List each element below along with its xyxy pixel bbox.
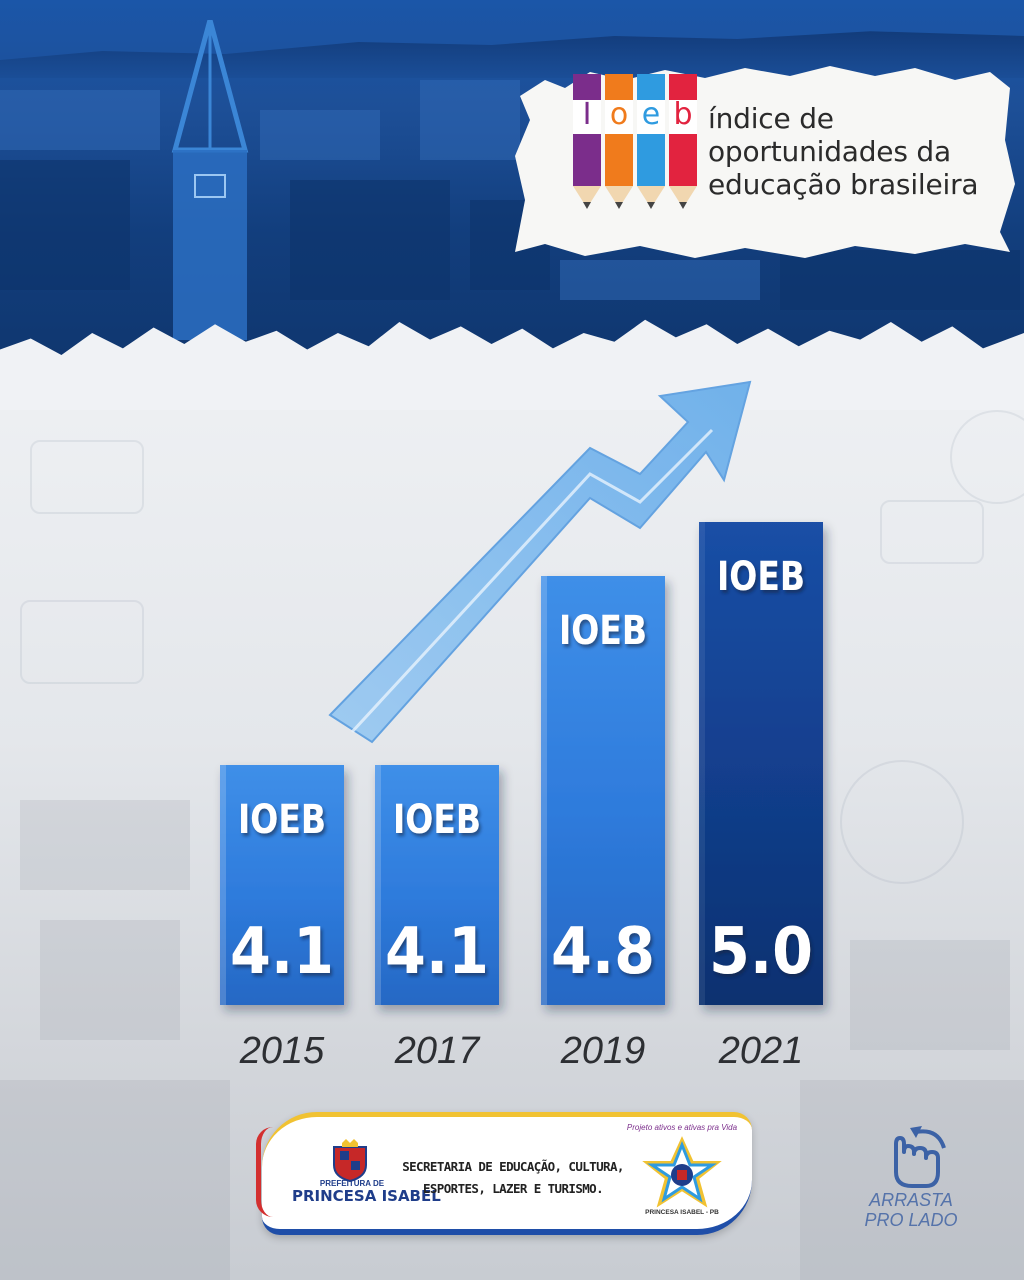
tagline-line: índice de [708, 102, 834, 135]
city-block [290, 180, 450, 300]
secretaria-star-logo-icon [642, 1136, 722, 1208]
bar-value-label: 4.1 [385, 915, 489, 989]
bar-2017: IOEB 4.1 [375, 765, 499, 1005]
swipe-hint-line: ARRASTA [869, 1190, 953, 1210]
city-block [0, 160, 130, 290]
ghost-doodle [840, 760, 964, 884]
ghost-building [800, 1080, 1024, 1280]
city-block [0, 90, 160, 150]
x-tick-label: 2021 [718, 1030, 804, 1072]
pencil-icon: I [573, 74, 601, 209]
bar-group: IOEB 4.1 IOEB 4.1 IOEB 4.8 IOEB 5.0 [220, 522, 823, 1005]
tagline-line: educação brasileira [708, 168, 979, 201]
logo-letter: e [637, 100, 665, 134]
bar-2015: IOEB 4.1 [220, 765, 344, 1005]
ghost-building [20, 800, 190, 890]
logo-letter: I [573, 100, 601, 134]
city-block [260, 110, 380, 160]
secretaria-line: ESPORTES, LAZER E TURISMO. [422, 1181, 604, 1196]
x-tick-label: 2017 [394, 1030, 481, 1072]
bar-edge-highlight [375, 765, 381, 1005]
ioeb-tagline: índice de oportunidades da educação bras… [708, 102, 1008, 201]
city-block [420, 80, 520, 160]
church-tower [171, 20, 249, 340]
city-block [780, 250, 1020, 310]
pencil-lead [615, 202, 623, 209]
bar-2019: IOEB 4.8 [541, 576, 665, 1005]
bar [541, 576, 665, 1005]
bar-edge-highlight [541, 576, 547, 1005]
x-tick-label: 2019 [560, 1030, 646, 1072]
pencil-tip [605, 186, 633, 208]
footer-partner-card: PREFEITURA DE PRINCESA ISABEL SECRETARIA… [256, 1112, 752, 1235]
pencil-icon: o [605, 74, 633, 209]
ghost-building [40, 920, 180, 1040]
x-tick-label: 2015 [239, 1030, 325, 1072]
bar-title-label: IOEB [717, 554, 805, 600]
bar-title-label: IOEB [238, 797, 326, 843]
bar [699, 522, 823, 1005]
secretaria-motto: Projeto ativos e ativas pra Vida [626, 1123, 738, 1132]
secretaria-line: SECRETARIA DE EDUCAÇÃO, CULTURA, [402, 1159, 624, 1174]
ghost-building [850, 940, 1010, 1050]
ghost-doodle [20, 600, 144, 684]
ghost-doodle [30, 440, 144, 514]
bar-title-label: IOEB [559, 608, 647, 654]
hills [0, 31, 1024, 78]
bar-title-label: IOEB [393, 797, 481, 843]
pencil-tip [669, 186, 697, 208]
logo-letter: o [605, 100, 633, 134]
bar-value-label: 5.0 [709, 915, 813, 989]
bar-edge-highlight [220, 765, 226, 1005]
trend-arrow-icon [328, 380, 752, 744]
pencil-icon: e [637, 74, 665, 209]
secretaria-city: PRINCESA ISABEL - PB [645, 1209, 719, 1216]
swipe-hint-line: PRO LADO [864, 1210, 958, 1230]
prefeitura-label: PREFEITURA DE [319, 1179, 385, 1188]
prefeitura-name: PRINCESA ISABEL [292, 1187, 441, 1205]
swipe-hint-label: ARRASTA PRO LADO [856, 1190, 966, 1230]
tagline-line: oportunidades da [708, 135, 951, 168]
pencil-tip [637, 186, 665, 208]
bar [220, 765, 344, 1005]
bar-edge-highlight [699, 522, 705, 1005]
ghost-doodle [950, 410, 1024, 504]
bar [375, 765, 499, 1005]
ghost-doodle [880, 500, 984, 564]
x-axis-ticks: 2015 2017 2019 2021 [239, 1030, 804, 1072]
city-crest-icon [333, 1139, 367, 1183]
ghost-building [0, 1080, 230, 1280]
pencil-icon: b [669, 74, 697, 209]
swipe-hand-icon [894, 1126, 946, 1188]
pencil-tip [573, 186, 601, 208]
bar-2021: IOEB 5.0 [699, 522, 823, 1005]
logo-letter: b [669, 100, 697, 134]
bar-value-label: 4.1 [230, 915, 334, 989]
swipe-hint[interactable]: ARRASTA PRO LADO [856, 1124, 966, 1234]
pencil-lead [583, 202, 591, 209]
pencil-lead [647, 202, 655, 209]
bar-value-label: 4.8 [551, 915, 655, 989]
city-block [560, 260, 760, 300]
pencil-lead [679, 202, 687, 209]
